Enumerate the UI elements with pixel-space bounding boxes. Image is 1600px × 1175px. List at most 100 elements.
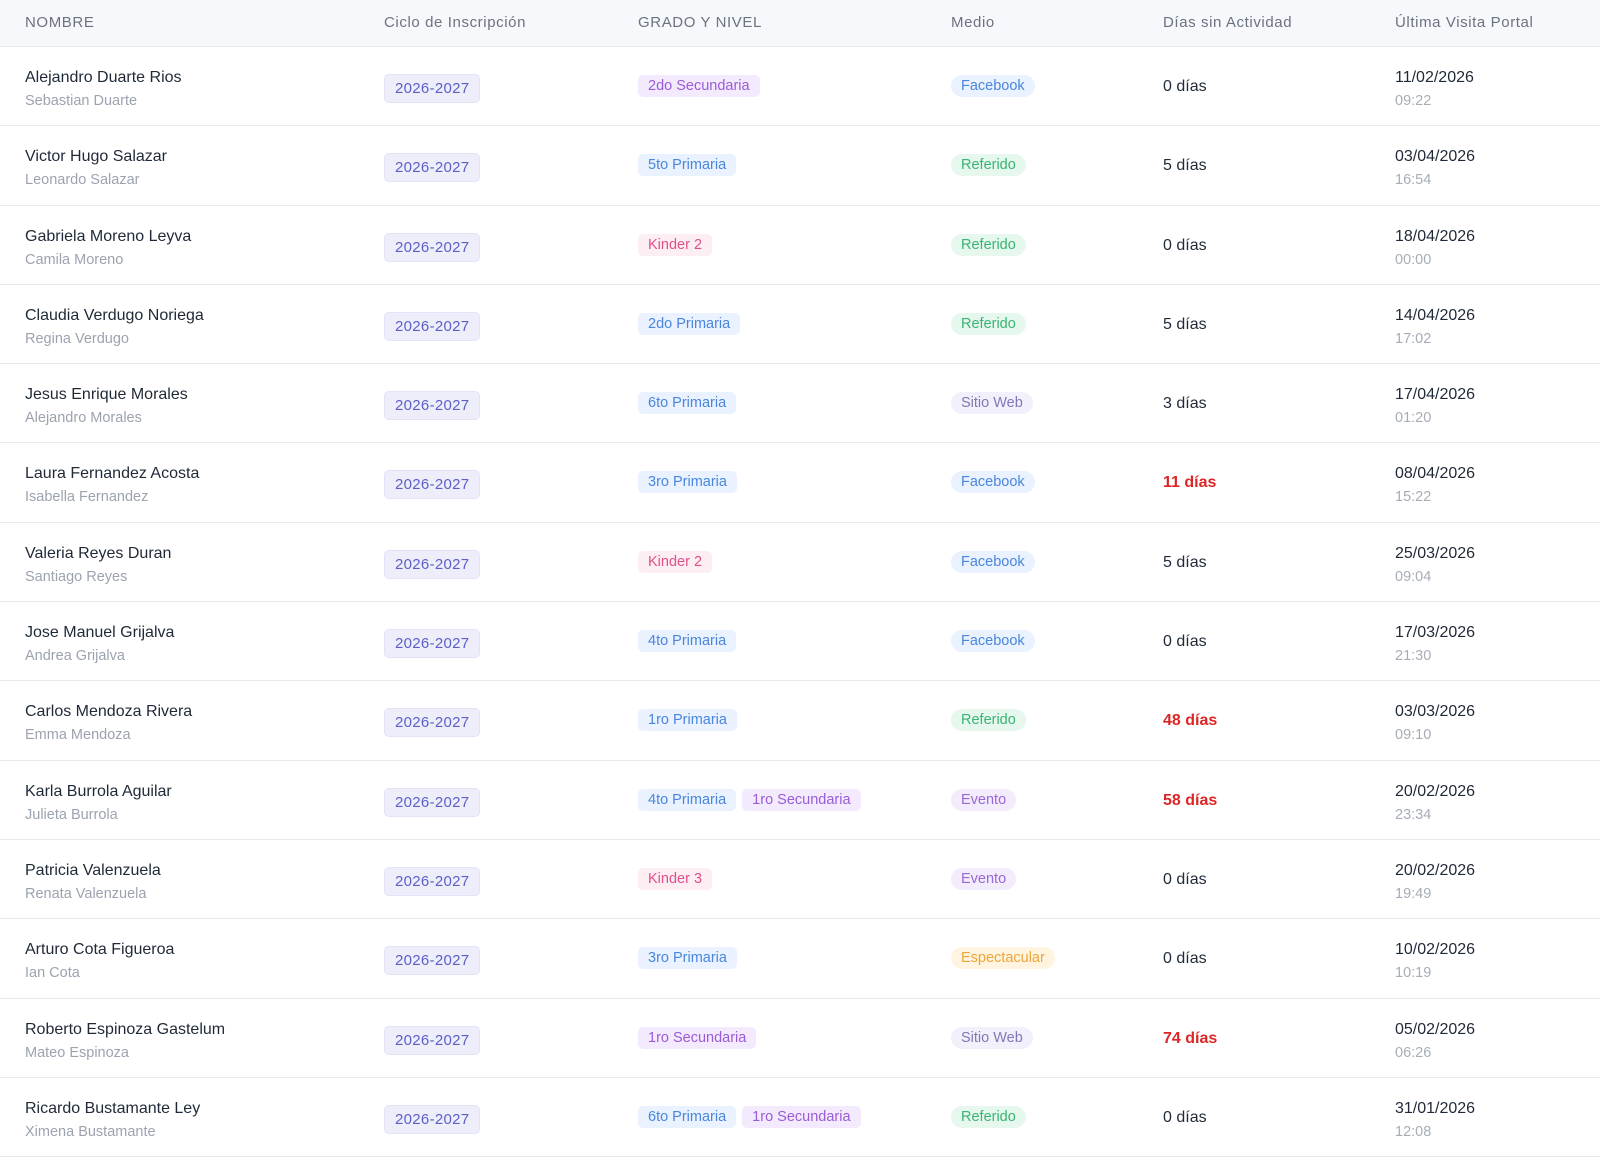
table-row[interactable]: Karla Burrola Aguilar Julieta Burrola 20…	[0, 761, 1600, 840]
medio-cell: Sitio Web	[951, 1026, 1033, 1049]
grade-tag: 6to Primaria	[638, 1105, 737, 1128]
medio-badge: Facebook	[951, 471, 1035, 494]
table-body: Alejandro Duarte Rios Sebastian Duarte 2…	[0, 47, 1600, 1158]
days-inactive: 0 días	[1163, 633, 1207, 651]
table-row[interactable]: Gabriela Moreno Leyva Camila Moreno 2026…	[0, 206, 1600, 285]
days-inactive: 0 días	[1163, 236, 1207, 254]
medio-badge: Facebook	[951, 550, 1035, 573]
cycle-cell: 2026-2027	[384, 311, 481, 341]
parent-name[interactable]: Jesus Enrique Morales	[25, 386, 188, 404]
name-cell: Karla Burrola Aguilar Julieta Burrola	[25, 783, 172, 823]
table-row[interactable]: Arturo Cota Figueroa Ian Cota 2026-2027 …	[0, 919, 1600, 999]
days-inactive: 0 días	[1163, 78, 1207, 95]
grade-tag: 1ro Primaria	[638, 709, 737, 732]
cycle-cell: 2026-2027	[384, 946, 481, 976]
cycle-cell: 2026-2027	[384, 74, 481, 103]
header-visita[interactable]: Última Visita Portal	[1395, 14, 1534, 31]
table-row[interactable]: Jose Manuel Grijalva Andrea Grijalva 202…	[0, 602, 1600, 682]
medio-badge: Referido	[951, 312, 1026, 335]
parent-name[interactable]: Gabriela Moreno Leyva	[25, 227, 192, 245]
visit-time: 09:10	[1395, 727, 1432, 744]
cycle-cell: 2026-2027	[384, 153, 481, 183]
medio-badge: Referido	[951, 154, 1026, 177]
header-grado[interactable]: GRADO Y NIVEL	[638, 14, 762, 31]
days-inactive: 11 días	[1163, 474, 1217, 492]
parent-name[interactable]: Alejandro Duarte Rios	[25, 69, 182, 86]
grade-tag: Kinder 2	[638, 550, 713, 573]
parent-name[interactable]: Roberto Espinoza Gastelum	[25, 1020, 226, 1038]
grade-tag: 4to Primaria	[638, 630, 737, 653]
medio-badge: Sitio Web	[951, 1026, 1033, 1049]
visit-date: 20/02/2026	[1395, 861, 1476, 879]
visit-time: 06:26	[1395, 1044, 1432, 1061]
visit-date: 05/02/2026	[1395, 1020, 1476, 1038]
table-row[interactable]: Carlos Mendoza Rivera Emma Mendoza 2026-…	[0, 681, 1600, 761]
visit-time: 10:19	[1395, 965, 1432, 982]
header-dias[interactable]: Días sin Actividad	[1163, 14, 1293, 31]
grade-cell: Kinder 2	[638, 550, 713, 573]
visit-date: 11/02/2026	[1395, 69, 1474, 86]
parent-name[interactable]: Ricardo Bustamante Ley	[25, 1099, 201, 1117]
visit-time: 23:34	[1395, 806, 1432, 823]
table-row[interactable]: Laura Fernandez Acosta Isabella Fernande…	[0, 443, 1600, 523]
parent-name[interactable]: Claudia Verdugo Noriega	[25, 306, 204, 324]
visit-date: 10/02/2026	[1395, 941, 1476, 959]
parent-name[interactable]: Victor Hugo Salazar	[25, 148, 167, 166]
cycle-badge: 2026-2027	[384, 549, 481, 579]
visit-date: 03/03/2026	[1395, 703, 1476, 721]
days-inactive: 0 días	[1163, 1108, 1207, 1126]
name-cell: Alejandro Duarte Rios Sebastian Duarte	[25, 69, 182, 109]
grade-tag: 5to Primaria	[638, 154, 737, 177]
student-name: Andrea Grijalva	[25, 648, 125, 665]
student-name: Leonardo Salazar	[25, 172, 140, 189]
parent-name[interactable]: Karla Burrola Aguilar	[25, 782, 172, 800]
table-row[interactable]: Ricardo Bustamante Ley Ximena Bustamante…	[0, 1078, 1600, 1158]
name-cell: Victor Hugo Salazar Leonardo Salazar	[25, 148, 167, 188]
medio-badge: Facebook	[951, 75, 1035, 97]
grade-cell: 1ro Secundaria	[638, 1026, 757, 1049]
cycle-badge: 2026-2027	[384, 232, 481, 262]
visit-cell: 31/01/2026 12:08	[1395, 1100, 1475, 1140]
visit-date: 18/04/2026	[1395, 227, 1476, 245]
days-inactive: 0 días	[1163, 870, 1207, 888]
header-medio[interactable]: Medio	[951, 14, 995, 31]
cycle-cell: 2026-2027	[384, 866, 481, 896]
name-cell: Jesus Enrique Morales Alejandro Morales	[25, 386, 188, 426]
header-ciclo[interactable]: Ciclo de Inscripción	[384, 14, 527, 31]
table-row[interactable]: Valeria Reyes Duran Santiago Reyes 2026-…	[0, 523, 1600, 603]
cycle-badge: 2026-2027	[384, 787, 481, 817]
medio-cell: Referido	[951, 154, 1026, 177]
visit-time: 16:54	[1395, 172, 1432, 189]
table-row[interactable]: Claudia Verdugo Noriega Regina Verdugo 2…	[0, 285, 1600, 365]
parent-name[interactable]: Patricia Valenzuela	[25, 861, 161, 879]
parent-name[interactable]: Arturo Cota Figueroa	[25, 941, 175, 959]
student-name: Camila Moreno	[25, 251, 124, 268]
visit-cell: 10/02/2026 10:19	[1395, 941, 1475, 981]
days-inactive: 3 días	[1163, 395, 1207, 413]
visit-time: 15:22	[1395, 489, 1432, 506]
name-cell: Laura Fernandez Acosta Isabella Fernande…	[25, 465, 199, 505]
visit-cell: 03/03/2026 09:10	[1395, 703, 1475, 743]
medio-cell: Referido	[951, 233, 1026, 256]
cycle-badge: 2026-2027	[384, 1025, 481, 1055]
grade-cell: 4to Primaria 1ro Secundaria	[638, 788, 861, 811]
parent-name[interactable]: Laura Fernandez Acosta	[25, 465, 200, 483]
table-row[interactable]: Jesus Enrique Morales Alejandro Morales …	[0, 364, 1600, 444]
header-nombre[interactable]: NOMBRE	[25, 14, 95, 31]
grade-cell: 2do Secundaria	[638, 75, 760, 97]
visit-time: 12:08	[1395, 1123, 1432, 1140]
parent-name[interactable]: Jose Manuel Grijalva	[25, 624, 175, 642]
visit-cell: 14/04/2026 17:02	[1395, 307, 1475, 347]
table-row[interactable]: Roberto Espinoza Gastelum Mateo Espinoza…	[0, 999, 1600, 1078]
days-inactive: 58 días	[1163, 791, 1218, 809]
student-name: Mateo Espinoza	[25, 1044, 129, 1061]
medio-badge: Referido	[951, 233, 1026, 256]
days-inactive: 48 días	[1163, 712, 1218, 730]
grade-tag: 2do Primaria	[638, 312, 741, 335]
days-inactive: 5 días	[1163, 157, 1207, 175]
parent-name[interactable]: Valeria Reyes Duran	[25, 544, 172, 562]
table-row[interactable]: Alejandro Duarte Rios Sebastian Duarte 2…	[0, 47, 1600, 127]
table-row[interactable]: Victor Hugo Salazar Leonardo Salazar 202…	[0, 126, 1600, 206]
table-row[interactable]: Patricia Valenzuela Renata Valenzuela 20…	[0, 840, 1600, 920]
parent-name[interactable]: Carlos Mendoza Rivera	[25, 703, 193, 721]
